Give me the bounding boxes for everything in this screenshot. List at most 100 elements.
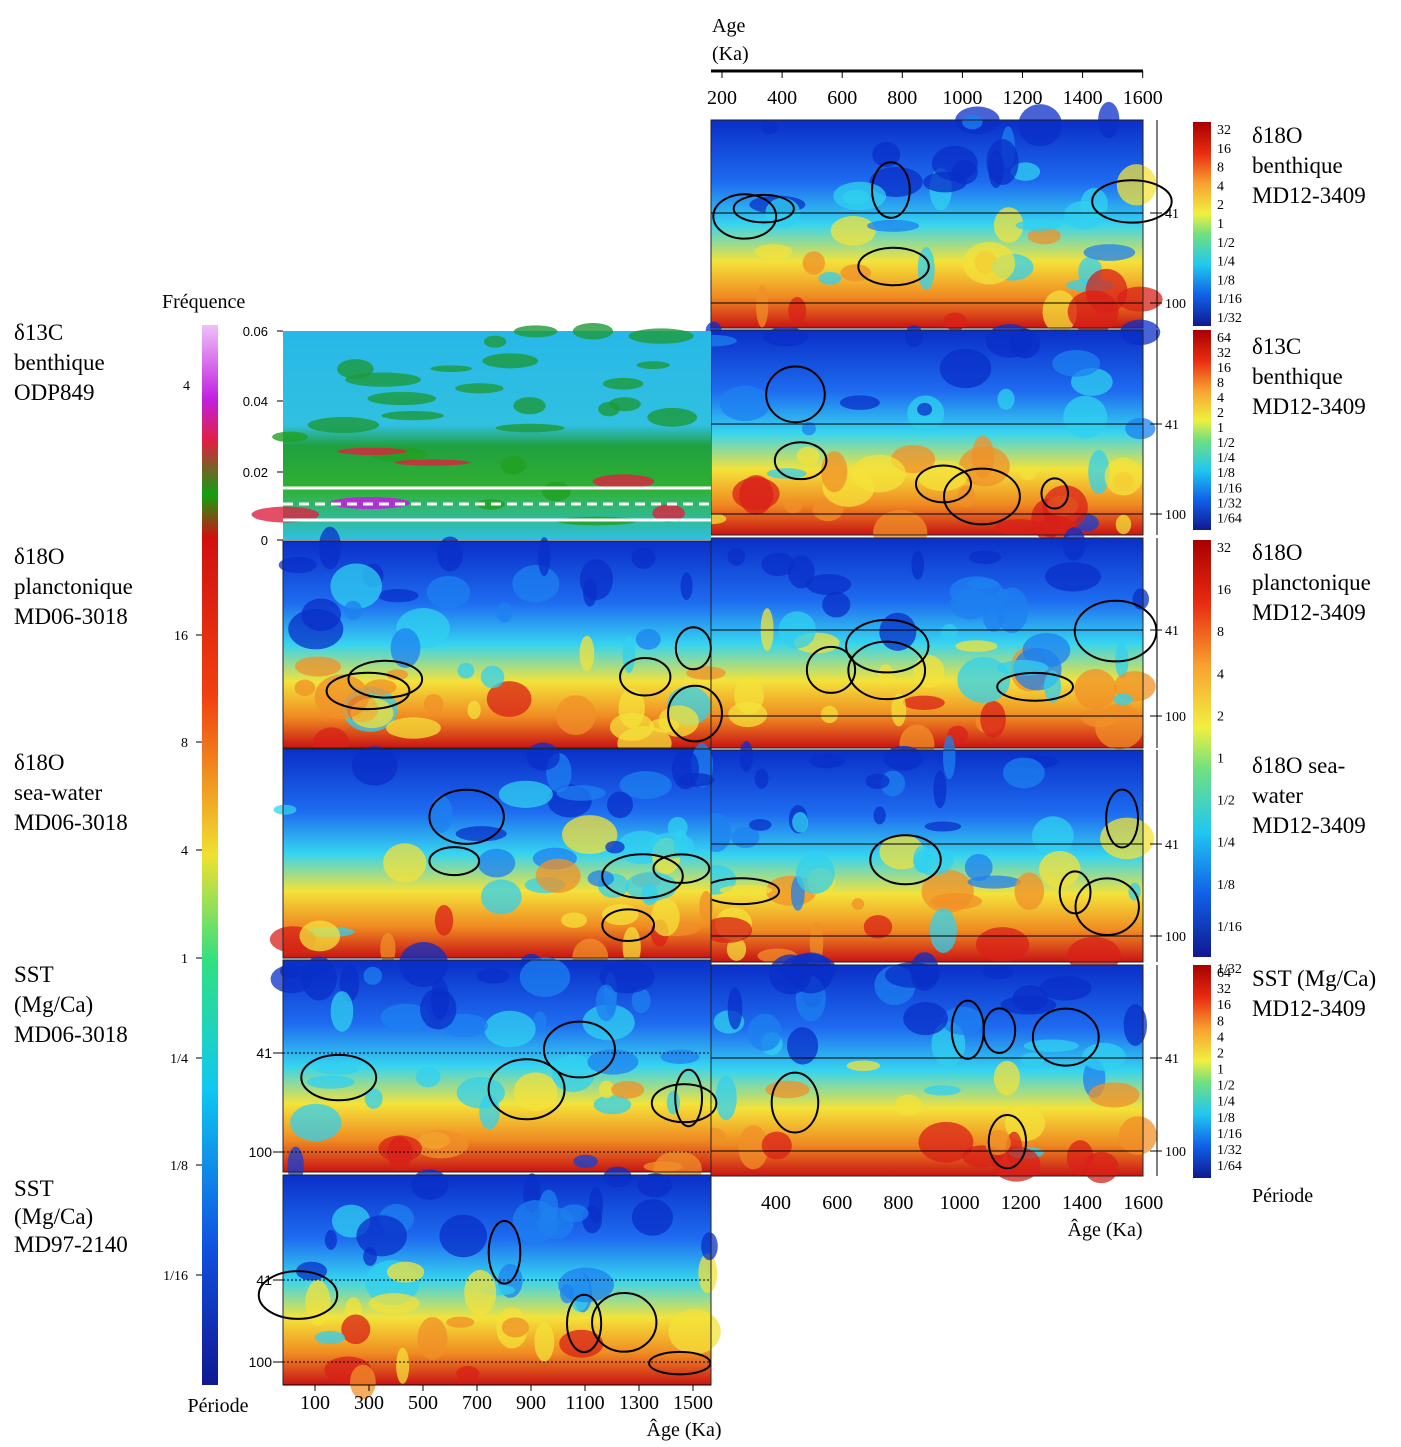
colorbar-label: 16	[1217, 142, 1231, 157]
panel-label: MD12-3409	[1252, 183, 1366, 208]
colorbar-label: 1/64	[1217, 511, 1242, 526]
colorbar-label: 4	[1217, 179, 1224, 194]
heatmap-blob	[940, 349, 992, 389]
panel-label: δ13C	[1252, 334, 1301, 359]
heatmap-blob	[905, 325, 923, 347]
y-tick-label: 100	[1165, 1145, 1186, 1160]
heatmap-blob	[864, 915, 892, 938]
heatmap-blob	[1119, 1116, 1157, 1155]
heatmap-blob	[316, 1064, 359, 1074]
colorbar-label: 32	[1217, 982, 1231, 997]
heatmap-blob	[1095, 704, 1144, 749]
x-tick-label: 700	[462, 1392, 492, 1414]
colorbar	[1193, 122, 1211, 326]
heatmap-blob	[378, 589, 419, 602]
y-tick-label: 41	[1165, 1052, 1179, 1067]
frequency-blob	[272, 432, 308, 443]
heatmap-blob	[982, 596, 1005, 632]
heatmap-blob	[755, 769, 769, 789]
colorbar-label: 8	[181, 736, 188, 751]
colorbar	[1193, 965, 1211, 1178]
x-tick-label: 1400	[1062, 1192, 1102, 1214]
colorbar	[1193, 330, 1211, 530]
heatmap-blob	[1125, 418, 1155, 439]
colorbar-label: 1/8	[1217, 466, 1235, 481]
x-tick-label: 800	[887, 87, 917, 109]
heatmap-blob	[556, 695, 596, 735]
panel-label: δ18O	[14, 750, 64, 775]
heatmap-blob	[440, 1215, 488, 1257]
panel-label: MD06-3018	[14, 604, 128, 629]
heatmap-blob	[352, 746, 398, 785]
panel-label: MD12-3409	[1252, 813, 1366, 838]
y-tick-label: 100	[1165, 930, 1186, 945]
y-tick-label: 0	[261, 533, 268, 548]
x-tick-label: 900	[516, 1392, 546, 1414]
panel-label: ODP849	[14, 380, 95, 405]
frequency-blob	[484, 336, 506, 348]
heatmap-blob	[958, 485, 976, 507]
heatmap-blob	[879, 664, 893, 684]
colorbar-label: 1	[1217, 1063, 1224, 1078]
colorbar-label: 2	[1217, 406, 1224, 421]
heatmap-blob	[819, 272, 842, 285]
heatmap-blob	[667, 1091, 680, 1115]
heatmap-blob	[943, 735, 955, 779]
heatmap-blob	[701, 1232, 718, 1260]
colorbar-label: 1/8	[170, 1159, 188, 1174]
frequency-blob	[513, 397, 545, 414]
heatmap-blob	[982, 965, 1014, 979]
panel-label: planctonique	[14, 574, 133, 599]
heatmap-blob	[512, 565, 559, 603]
panel-label: planctonique	[1252, 570, 1371, 595]
heatmap-blob	[756, 285, 768, 328]
heatmap-blob	[789, 952, 834, 993]
heatmap-blob	[809, 754, 845, 769]
heatmap-blob	[315, 674, 369, 719]
heatmap-blob	[387, 1262, 424, 1283]
heatmap-blob	[995, 519, 1042, 535]
y-tick-label: 41	[1165, 624, 1179, 639]
heatmap-blob	[720, 386, 771, 422]
frequency-blob	[603, 378, 644, 390]
heatmap-blob	[369, 1293, 420, 1313]
panel-label: MD12-3409	[1252, 996, 1366, 1021]
heatmap-blob	[424, 694, 444, 714]
heatmap-blob	[561, 912, 587, 927]
heatmap-blob	[867, 220, 919, 232]
heatmap-blob	[497, 602, 513, 622]
heatmap-blob	[1084, 244, 1136, 261]
colorbar-label: 1	[1217, 217, 1224, 232]
heatmap-blob	[1063, 527, 1086, 561]
colorbar-label: 1/16	[1217, 481, 1242, 496]
heatmap-blob	[840, 395, 880, 410]
heatmap-blob	[672, 749, 699, 789]
heatmap-blob	[1018, 104, 1062, 146]
panel-label: benthique	[1252, 364, 1343, 389]
colorbar-label: 4	[181, 844, 188, 859]
heatmap-blob	[969, 550, 1001, 564]
colorbar-label: 4	[1217, 391, 1224, 406]
colorbar-label: 1/4	[1217, 255, 1235, 270]
heatmap-blob	[437, 536, 463, 571]
colorbar-label: 2	[1217, 198, 1224, 213]
heatmap-blob	[560, 1204, 589, 1222]
heatmap-blob	[632, 1199, 673, 1236]
heatmap-blob	[274, 805, 297, 815]
colorbar-label: 4	[1217, 667, 1224, 682]
panel-label: MD97-2140	[14, 1232, 128, 1257]
axis-title: Age	[712, 15, 745, 37]
heatmap-blob	[1113, 694, 1133, 705]
heatmap-blob	[464, 1270, 496, 1315]
y-tick-label: 0.02	[243, 465, 268, 480]
heatmap-blob	[784, 499, 803, 514]
heatmap-blob	[513, 1200, 559, 1243]
heatmap-blob	[1089, 1082, 1140, 1107]
heatmap-blob	[913, 847, 953, 875]
heatmap-blob	[1116, 515, 1131, 534]
x-tick-label: 1400	[1063, 87, 1103, 109]
colorbar-label: 1/4	[170, 1052, 188, 1067]
frequency-blob	[542, 482, 571, 501]
heatmap-blob	[1117, 164, 1157, 205]
heatmap-blob	[1039, 851, 1080, 888]
